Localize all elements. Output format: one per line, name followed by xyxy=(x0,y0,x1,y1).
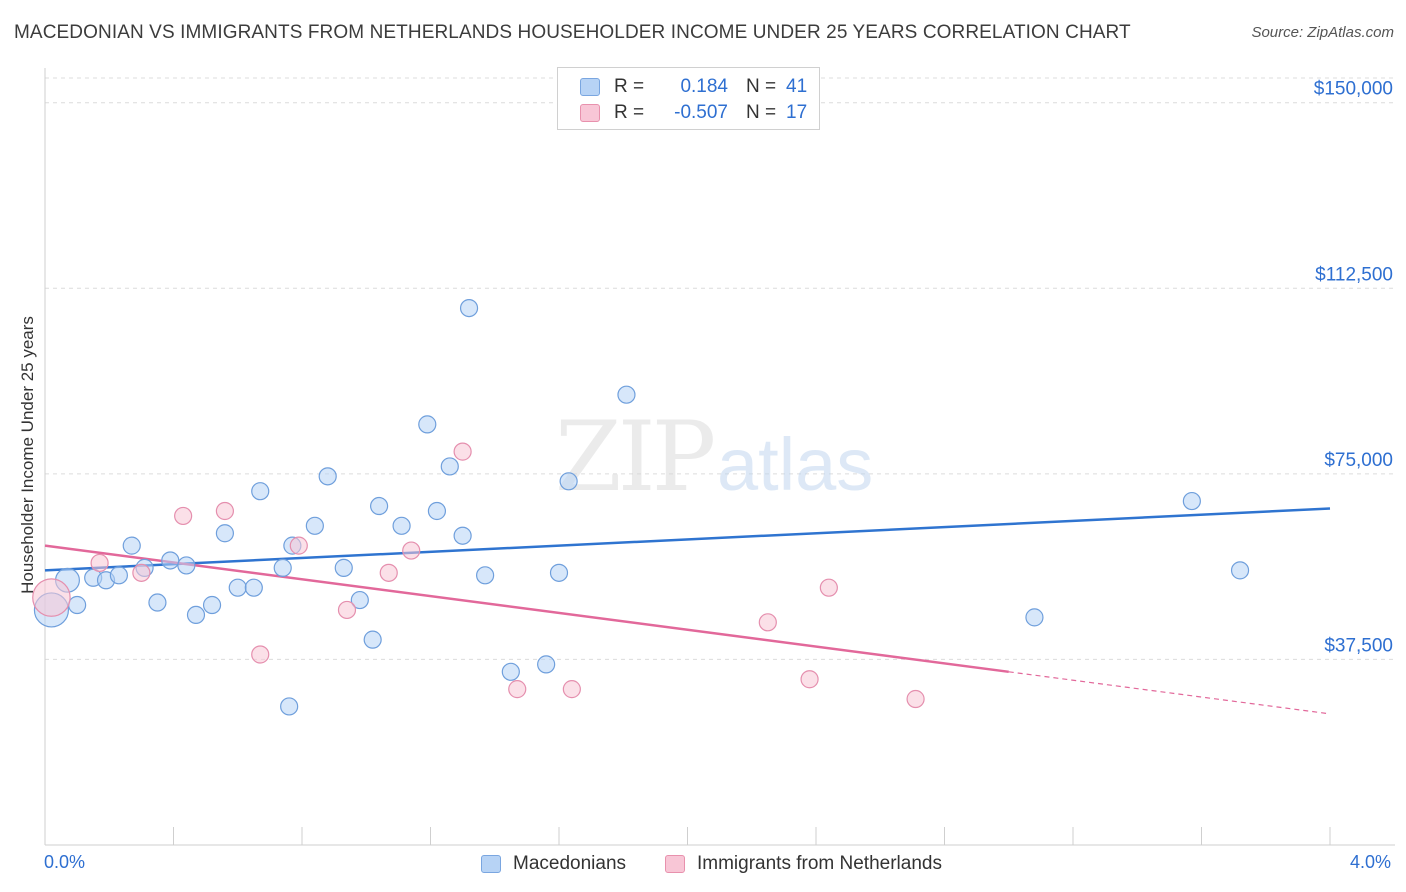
macedonians-point xyxy=(202,595,222,615)
netherlands-point xyxy=(402,541,421,560)
data-points xyxy=(32,299,1250,716)
macedonians-point xyxy=(559,472,578,491)
macedonians-legend-swatch xyxy=(481,855,501,873)
watermark-zip: ZIP xyxy=(555,401,714,513)
trend-lines xyxy=(44,507,1331,715)
macedonians-point xyxy=(476,566,495,585)
macedonians-point xyxy=(215,524,234,543)
macedonians-point xyxy=(1182,491,1201,511)
n-value-netherlands: 17 xyxy=(786,102,808,123)
netherlands-point xyxy=(132,563,151,582)
macedonians-point xyxy=(68,595,87,615)
macedonians-point xyxy=(350,590,369,610)
bottom-legend-macedonians: Macedonians xyxy=(481,851,626,877)
netherlands-point xyxy=(215,501,234,521)
netherlands-point xyxy=(174,506,193,526)
macedonians-point xyxy=(418,415,437,434)
macedonians-point xyxy=(459,299,479,318)
macedonians-point xyxy=(305,516,324,535)
n-label: N = xyxy=(746,76,777,97)
source-label: Source: ZipAtlas.com xyxy=(1251,24,1394,41)
x-axis-min-label: 0.0% xyxy=(44,852,86,872)
trend-line-macedonians xyxy=(44,507,1331,572)
r-value-macedonians: 0.184 xyxy=(680,76,728,97)
r-label: R = xyxy=(614,76,645,97)
macedonians-point xyxy=(251,482,270,501)
macedonians-point xyxy=(501,662,520,681)
macedonians-point xyxy=(161,551,180,570)
netherlands-point xyxy=(800,670,819,689)
netherlands-point xyxy=(32,578,71,617)
netherlands-point xyxy=(758,613,777,632)
y-tick-label: $150,000 xyxy=(1314,79,1393,100)
macedonians-point xyxy=(177,556,196,575)
watermark-atlas: atlas xyxy=(717,423,873,506)
chart-title: MACEDONIAN VS IMMIGRANTS FROM NETHERLAND… xyxy=(14,22,1131,43)
netherlands-swatch xyxy=(580,104,600,122)
netherlands-point xyxy=(251,645,270,664)
netherlands-point xyxy=(819,578,838,597)
legend-row-macedonians: R = 0.184 N = 41 xyxy=(580,75,807,99)
y-axis-label: Householder Income Under 25 years xyxy=(18,316,37,594)
netherlands-point xyxy=(453,442,472,461)
macedonians-point xyxy=(109,566,128,585)
macedonians-point xyxy=(537,655,556,674)
n-value-macedonians: 41 xyxy=(786,76,808,97)
macedonians-point xyxy=(392,516,411,535)
y-tick-label: $37,500 xyxy=(1324,635,1393,656)
correlation-legend: R = 0.184 N = 41 R = -0.507 N = 17 xyxy=(557,67,820,130)
r-label: R = xyxy=(614,102,645,123)
macedonians-point xyxy=(427,501,447,521)
trend-line-netherlands-extrapolated xyxy=(1008,671,1331,715)
macedonians-point xyxy=(244,578,263,597)
x-axis-max-label: 4.0% xyxy=(1350,852,1392,872)
macedonians-point xyxy=(617,385,636,404)
macedonians-point xyxy=(228,578,247,597)
legend-row-netherlands: R = -0.507 N = 17 xyxy=(580,101,807,125)
netherlands-legend-swatch xyxy=(665,855,685,873)
r-value-netherlands: -0.507 xyxy=(674,102,728,123)
netherlands-point xyxy=(289,536,308,555)
macedonians-swatch xyxy=(580,78,600,96)
axes xyxy=(44,68,1395,846)
watermark: ZIP atlas xyxy=(555,401,873,513)
netherlands-point xyxy=(562,680,581,699)
macedonians-point xyxy=(453,526,472,545)
macedonians-point xyxy=(122,536,141,555)
macedonians-point xyxy=(273,558,292,577)
macedonians-point xyxy=(363,630,382,649)
y-tick-labels: $37,500 $75,000 $112,500 $150,000 xyxy=(1314,79,1393,657)
macedonians-point xyxy=(440,457,459,476)
bottom-legend-netherlands: Immigrants from Netherlands xyxy=(665,851,942,877)
macedonians-point xyxy=(318,467,337,486)
macedonians-point xyxy=(280,697,299,716)
netherlands-point xyxy=(906,689,925,709)
macedonians-point xyxy=(148,593,167,612)
n-label: N = xyxy=(746,102,777,123)
macedonians-point xyxy=(549,563,569,582)
macedonians-legend-label: Macedonians xyxy=(513,853,627,874)
netherlands-point xyxy=(90,553,109,573)
y-tick-label: $112,500 xyxy=(1315,264,1393,285)
netherlands-point xyxy=(379,563,398,582)
netherlands-point xyxy=(337,600,357,620)
macedonians-point xyxy=(186,605,206,625)
netherlands-point xyxy=(508,680,527,699)
macedonians-point xyxy=(1025,608,1044,627)
trend-line-netherlands xyxy=(44,544,1009,674)
macedonians-point xyxy=(334,558,353,577)
y-tick-label: $75,000 xyxy=(1324,450,1393,471)
netherlands-legend-label: Immigrants from Netherlands xyxy=(697,853,942,874)
macedonians-point xyxy=(1230,561,1250,580)
macedonians-point xyxy=(370,496,389,516)
